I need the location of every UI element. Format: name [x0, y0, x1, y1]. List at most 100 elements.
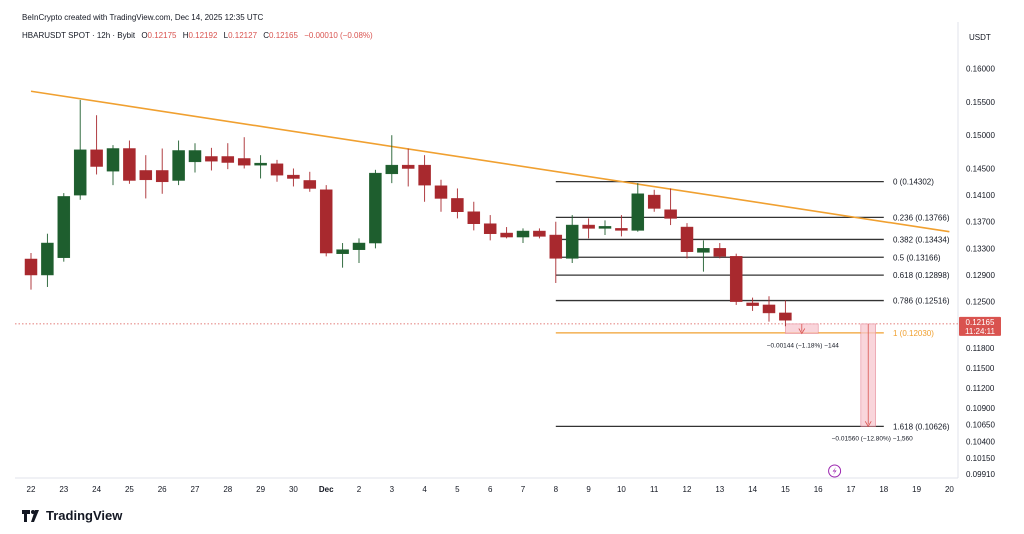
bullish-candle[interactable]	[369, 172, 382, 244]
bullish-candle[interactable]	[106, 148, 120, 172]
bullish-candle[interactable]	[516, 230, 530, 238]
price-range-label: −0.00144 (−1.18%) −144	[767, 342, 839, 349]
price-unit[interactable]: USDT	[969, 33, 991, 42]
bearish-candle[interactable]	[205, 156, 218, 162]
bullish-candle[interactable]	[73, 149, 87, 196]
x-tick-label: 29	[256, 485, 265, 494]
bearish-candle[interactable]	[24, 258, 38, 276]
price-range-arrowhead	[864, 421, 872, 428]
bullish-candle[interactable]	[172, 150, 185, 181]
bearish-candle[interactable]	[713, 248, 727, 257]
bearish-candle[interactable]	[467, 211, 481, 224]
x-tick-label: 7	[521, 485, 526, 494]
y-tick-label: 0.12900	[966, 271, 995, 280]
bearish-candle[interactable]	[237, 158, 251, 166]
bearish-candle[interactable]	[221, 156, 235, 163]
bullish-candle[interactable]	[385, 164, 399, 175]
chart-credit: BeInCrypto created with TradingView.com,…	[22, 13, 264, 22]
y-tick-label: 0.10900	[966, 404, 995, 413]
bearish-candle[interactable]	[90, 149, 103, 167]
x-tick-label: 6	[488, 485, 493, 494]
bearish-candle[interactable]	[615, 228, 628, 231]
x-tick-label: 3	[390, 485, 395, 494]
low-label: L	[223, 31, 229, 40]
bearish-candle[interactable]	[762, 304, 776, 314]
bearish-candle[interactable]	[303, 180, 317, 189]
symbol-label[interactable]: HBARUSDT SPOT · 12h · Bybit	[22, 31, 136, 40]
bullish-candle[interactable]	[188, 150, 202, 163]
bearish-candle[interactable]	[434, 185, 448, 199]
bullish-candle[interactable]	[598, 226, 612, 229]
bullish-candle[interactable]	[41, 242, 54, 276]
bearish-candle[interactable]	[451, 198, 464, 212]
bearish-candle[interactable]	[483, 223, 497, 234]
bullish-candle[interactable]	[697, 248, 710, 253]
fib-level-label: 0 (0.14302)	[893, 178, 934, 187]
change-value: −0.00010 (−0.08%)	[304, 31, 373, 40]
bearish-candle[interactable]	[123, 148, 136, 181]
y-tick-label: 0.13700	[966, 218, 995, 227]
bearish-candle[interactable]	[680, 226, 694, 252]
bearish-candle[interactable]	[500, 232, 513, 238]
bearish-candle[interactable]	[664, 209, 677, 219]
bearish-candle[interactable]	[319, 189, 333, 254]
lightning-icon	[832, 467, 837, 475]
bearish-candle[interactable]	[418, 164, 431, 186]
bearish-candle[interactable]	[287, 174, 300, 179]
x-tick-label: 12	[683, 485, 692, 494]
bullish-candle[interactable]	[565, 224, 579, 259]
tradingview-logo-icon	[22, 509, 39, 522]
fib-level-label: 0.618 (0.12898)	[893, 271, 950, 280]
bearish-candle[interactable]	[155, 170, 169, 183]
x-tick-label: 5	[455, 485, 460, 494]
y-tick-label: 0.12500	[966, 298, 995, 307]
x-tick-label: 10	[617, 485, 626, 494]
bearish-candle[interactable]	[549, 234, 563, 259]
bearish-candle[interactable]	[270, 163, 284, 176]
candles-layer	[24, 99, 792, 327]
high-value: 0.12192	[188, 31, 218, 40]
fib-level-label: 0.382 (0.13434)	[893, 235, 950, 244]
bearish-candle[interactable]	[139, 170, 153, 181]
fib-level-label: 0.5 (0.13166)	[893, 253, 941, 262]
tradingview-logo[interactable]: TradingView	[22, 508, 122, 523]
x-tick-label: 8	[554, 485, 559, 494]
current-price-value: 0.12165	[966, 318, 995, 327]
x-tick-label: 22	[27, 485, 36, 494]
bullish-candle[interactable]	[254, 162, 267, 166]
close-label: C	[263, 31, 270, 40]
x-tick-label: 20	[945, 485, 954, 494]
x-tick-label: 13	[715, 485, 724, 494]
y-tick-label: 0.11500	[966, 364, 995, 373]
bearish-candle[interactable]	[533, 230, 546, 237]
bullish-candle[interactable]	[352, 242, 366, 250]
bullish-candle[interactable]	[336, 249, 349, 254]
fib-level-label: 0.786 (0.12516)	[893, 297, 950, 306]
bullish-candle[interactable]	[57, 196, 71, 258]
x-tick-label: 11	[650, 485, 659, 494]
x-tick-label: 30	[289, 485, 298, 494]
y-tick-label: 0.15500	[966, 98, 995, 107]
x-tick-label: 28	[223, 485, 232, 494]
bearish-candle[interactable]	[401, 164, 415, 169]
bearish-candle[interactable]	[729, 256, 743, 302]
symbol-legend: HBARUSDT SPOT · 12h · Bybit O0.12175 H0.…	[22, 31, 373, 40]
bearish-candle[interactable]	[582, 224, 595, 229]
x-tick-label: 19	[912, 485, 921, 494]
bearish-candle[interactable]	[779, 312, 792, 321]
x-tick-label: 25	[125, 485, 134, 494]
price-range-label: −0.01560 (−12.80%) −1,560	[832, 435, 914, 442]
bearish-candle[interactable]	[746, 302, 759, 306]
x-tick-label: 14	[748, 485, 757, 494]
x-tick-label: 2	[357, 485, 362, 494]
fib-level-label: 1.618 (0.10626)	[893, 422, 950, 431]
bearish-candle[interactable]	[647, 194, 661, 209]
open-label: O	[141, 31, 148, 40]
x-tick-label: 17	[847, 485, 856, 494]
y-tick-label: 0.14500	[966, 164, 995, 173]
bullish-candle[interactable]	[631, 193, 645, 231]
descending-trendline[interactable]	[30, 90, 950, 233]
x-tick-label: 26	[158, 485, 167, 494]
